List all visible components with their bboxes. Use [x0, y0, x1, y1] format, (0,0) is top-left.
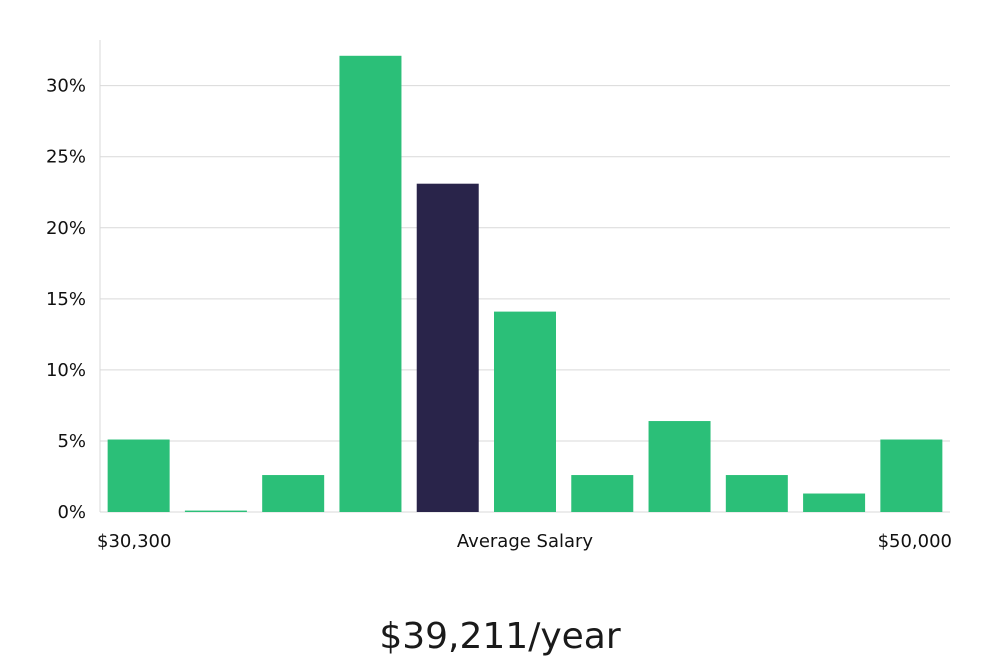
y-tick-label: 20%	[46, 218, 86, 239]
x-axis-end-label: $50,000	[878, 531, 952, 552]
bar	[107, 439, 170, 512]
bar	[803, 493, 866, 512]
y-tick-label: 5%	[57, 431, 86, 452]
bar	[648, 421, 711, 512]
bar	[262, 475, 325, 512]
bar	[494, 311, 556, 512]
bar	[725, 475, 788, 512]
bars-layer	[107, 55, 943, 513]
bar	[339, 55, 402, 513]
x-axis-start-label: $30,300	[97, 531, 171, 552]
bar	[571, 475, 634, 512]
y-tick-label: 30%	[46, 76, 86, 97]
y-tick-label: 15%	[46, 289, 86, 310]
y-tick-labels: 0% 5% 10% 15% 20% 25% 30%	[46, 76, 86, 523]
bar	[184, 510, 247, 512]
y-tick-label: 0%	[57, 502, 86, 523]
x-axis-title: Average Salary	[457, 531, 594, 552]
y-tick-label: 10%	[46, 360, 86, 381]
bar	[880, 439, 943, 512]
average-salary-value: $39,211/year	[379, 616, 621, 657]
y-tick-label: 25%	[46, 147, 86, 168]
bar-highlighted	[416, 183, 479, 512]
